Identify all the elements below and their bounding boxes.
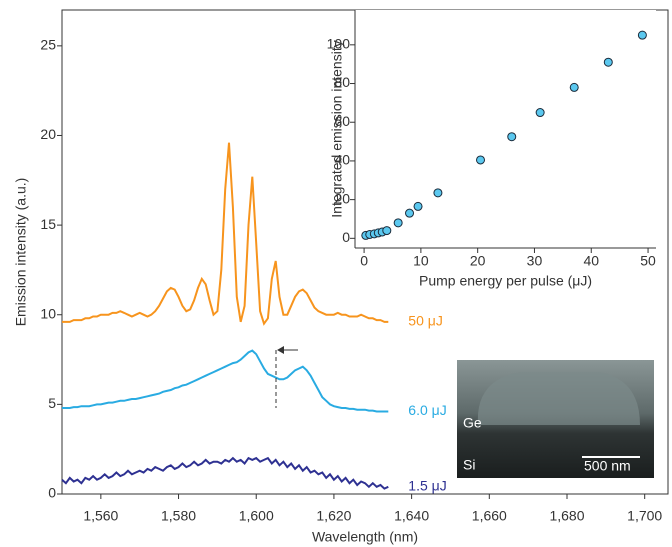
data-point	[477, 156, 485, 164]
x-tick-label: 0	[360, 253, 368, 269]
y-tick-label: 15	[40, 216, 56, 232]
x-tick-label: 1,660	[472, 508, 507, 524]
x-tick-label: 1,600	[239, 508, 274, 524]
x-axis-label: Wavelength (nm)	[312, 529, 418, 545]
y-axis-label: Integrated emission intensity	[329, 40, 345, 217]
data-point	[570, 83, 578, 91]
inset-background	[355, 10, 656, 248]
y-tick-label: 20	[40, 126, 56, 142]
data-point	[434, 189, 442, 197]
data-point	[414, 202, 422, 210]
data-point	[508, 133, 516, 141]
x-tick-label: 1,580	[161, 508, 196, 524]
series-label: 1.5 μJ	[408, 478, 446, 494]
x-tick-label: 50	[640, 253, 656, 269]
figure: 1,560 1,580 1,600 1,620 1,640 1,660 1,680 1,700…	[0, 0, 672, 547]
x-tick-label: 1,680	[549, 508, 584, 524]
x-tick-label: 1,700	[627, 508, 662, 524]
data-point	[394, 219, 402, 227]
series-label: 50 μJ	[408, 313, 443, 329]
spectrum-line	[62, 458, 388, 489]
page: {"chart_data": [ {"type": "line", "x_lab…	[0, 0, 672, 547]
x-tick-label: 1,640	[394, 508, 429, 524]
data-point	[638, 31, 646, 39]
data-point	[604, 58, 612, 66]
data-point	[406, 209, 414, 217]
y-tick-label: 10	[40, 305, 56, 321]
scale-label: 500 nm	[584, 458, 631, 474]
y-tick-label: 25	[40, 37, 56, 53]
x-tick-label: 1,560	[83, 508, 118, 524]
spectrum-line	[62, 351, 388, 412]
si-label: Si	[463, 457, 475, 473]
x-tick-label: 10	[413, 253, 429, 269]
sem-image: Ge Si 500 nm	[457, 360, 654, 478]
data-point	[383, 227, 391, 235]
x-axis-label: Pump energy per pulse (μJ)	[419, 273, 592, 289]
data-point	[536, 109, 544, 117]
y-axis-label: Emission intensity (a.u.)	[13, 178, 29, 327]
arrow-head	[277, 346, 284, 354]
series-label: 6.0 μJ	[408, 402, 446, 418]
y-tick-label: 0	[48, 485, 56, 501]
y-tick-label: 0	[342, 229, 350, 245]
x-tick-label: 1,620	[316, 508, 351, 524]
y-tick-label: 5	[48, 395, 56, 411]
ge-label: Ge	[463, 415, 482, 431]
x-tick-label: 20	[470, 253, 486, 269]
x-tick-label: 30	[527, 253, 543, 269]
ge-structure	[478, 372, 640, 425]
x-tick-label: 40	[583, 253, 599, 269]
